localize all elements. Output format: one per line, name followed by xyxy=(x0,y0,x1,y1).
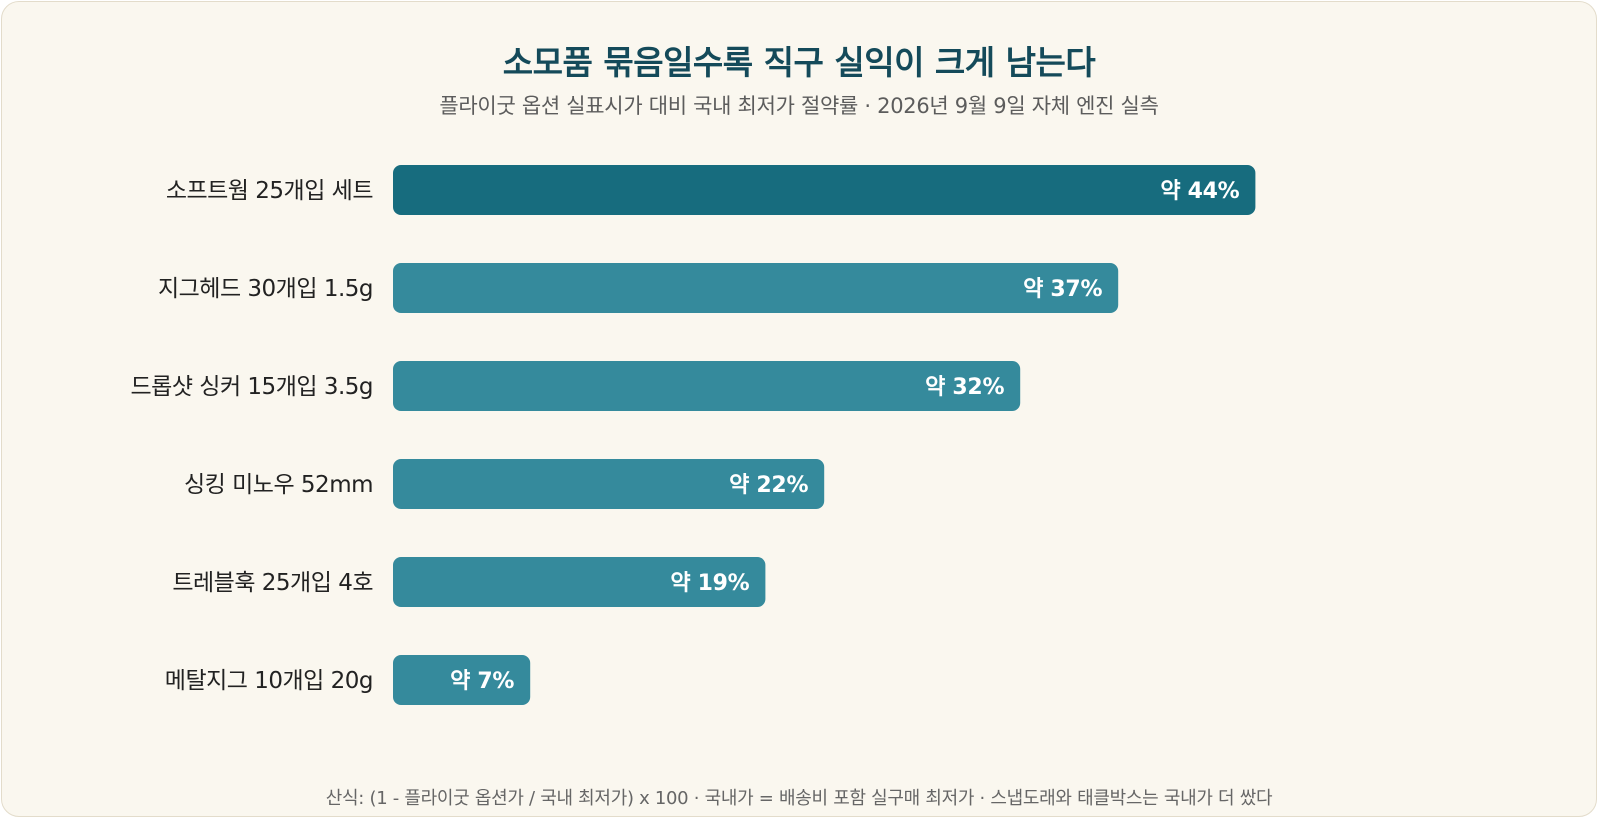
bar xyxy=(393,459,825,509)
value-label: 약 19% xyxy=(670,571,749,596)
category-label: 메탈지그 10개입 20g xyxy=(165,668,373,694)
bar xyxy=(393,655,531,705)
bar xyxy=(393,557,766,607)
bar xyxy=(393,263,1119,313)
category-label: 소프트웜 25개입 세트 xyxy=(166,178,373,204)
category-label: 지그헤드 30개입 1.5g xyxy=(158,276,373,302)
category-label: 싱킹 미노우 52mm xyxy=(184,472,373,498)
value-label: 약 22% xyxy=(729,473,808,498)
value-label: 약 37% xyxy=(1023,277,1102,302)
chart-title: 소모품 묶음일수록 직구 실익이 크게 남는다 xyxy=(502,43,1096,82)
bar xyxy=(393,165,1256,215)
value-label: 약 32% xyxy=(925,375,1004,400)
chart-footnote: 산식: (1 - 플라이굿 옵션가 / 국내 최저가) x 100 · 국내가 … xyxy=(325,788,1273,809)
chart-subtitle: 플라이굿 옵션 실표시가 대비 국내 최저가 절약률 · 2026년 9월 9일… xyxy=(439,94,1159,118)
bar xyxy=(393,361,1021,411)
value-label: 약 7% xyxy=(450,669,514,694)
value-label: 약 44% xyxy=(1160,179,1239,204)
category-label: 드롭샷 싱커 15개입 3.5g xyxy=(131,374,374,400)
category-label: 트레블훅 25개입 4호 xyxy=(172,570,373,596)
